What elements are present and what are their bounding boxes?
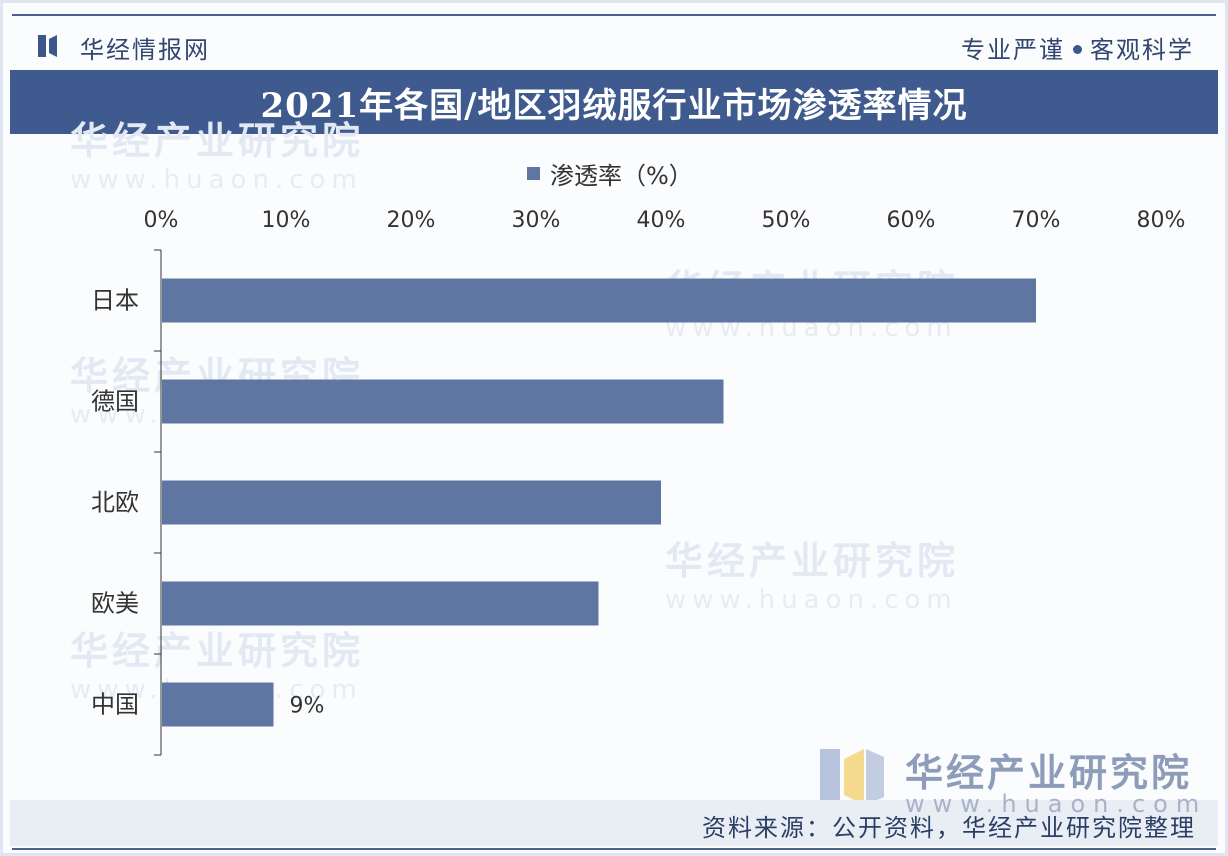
category-label: 日本 <box>91 287 139 315</box>
legend-swatch <box>527 167 540 180</box>
watermark-brand: 华经产业研究院 <box>70 119 365 163</box>
chart-title: 2021年各国/地区羽绒服行业市场渗透率情况 <box>260 85 968 126</box>
top-rule <box>12 14 1216 16</box>
bar <box>162 278 1036 323</box>
brand-name: 华经情报网 <box>80 36 210 64</box>
bar <box>162 480 661 525</box>
x-tick-label: 50% <box>762 208 811 233</box>
x-tick-label: 10% <box>262 208 311 233</box>
x-tick-label: 0% <box>144 208 179 233</box>
title-band: 2021年各国/地区羽绒服行业市场渗透率情况 <box>10 70 1218 134</box>
slogan-dot-icon <box>1073 44 1082 54</box>
x-tick-label: 70% <box>1012 208 1061 233</box>
x-tick-label: 80% <box>1137 208 1186 233</box>
footer-url: www.huaon.com <box>905 790 1208 818</box>
slogan-right: 客观科学 <box>1090 36 1194 64</box>
watermark: 华经产业研究院 www.huaon.com <box>70 110 364 195</box>
footer-logo-icon <box>820 749 884 805</box>
data-label: 9% <box>290 694 325 719</box>
bottom-rule <box>12 848 1216 850</box>
watermark-url: www.huaon.com <box>70 165 363 195</box>
watermark-brand: 华经产业研究院 <box>70 629 365 673</box>
category-label: 北欧 <box>91 489 139 517</box>
source-strip <box>10 800 1218 846</box>
watermark: 华经产业研究院 www.huaon.com <box>665 530 959 615</box>
x-tick-label: 40% <box>637 208 686 233</box>
category-label: 德国 <box>91 388 139 416</box>
slogan-left: 专业严谨 <box>961 36 1065 64</box>
bar <box>162 682 274 727</box>
legend-label: 渗透率（%） <box>550 162 693 190</box>
footer-brand: 华经产业研究院 <box>905 751 1193 795</box>
watermark-url: www.huaon.com <box>665 585 958 615</box>
brand-logo-icon <box>38 35 57 57</box>
chart-legend: 渗透率（%） <box>527 156 693 191</box>
bar <box>162 379 724 424</box>
category-label: 欧美 <box>91 590 139 618</box>
x-tick-label: 20% <box>387 208 436 233</box>
x-tick-label: 30% <box>512 208 561 233</box>
x-tick-label: 60% <box>887 208 936 233</box>
category-label: 中国 <box>91 691 139 719</box>
source-note: 资料来源：公开资料，华经产业研究院整理 <box>702 814 1196 842</box>
bar <box>162 581 599 626</box>
slogan: 专业严谨 客观科学 <box>961 30 1194 65</box>
watermark-brand: 华经产业研究院 <box>665 539 960 583</box>
